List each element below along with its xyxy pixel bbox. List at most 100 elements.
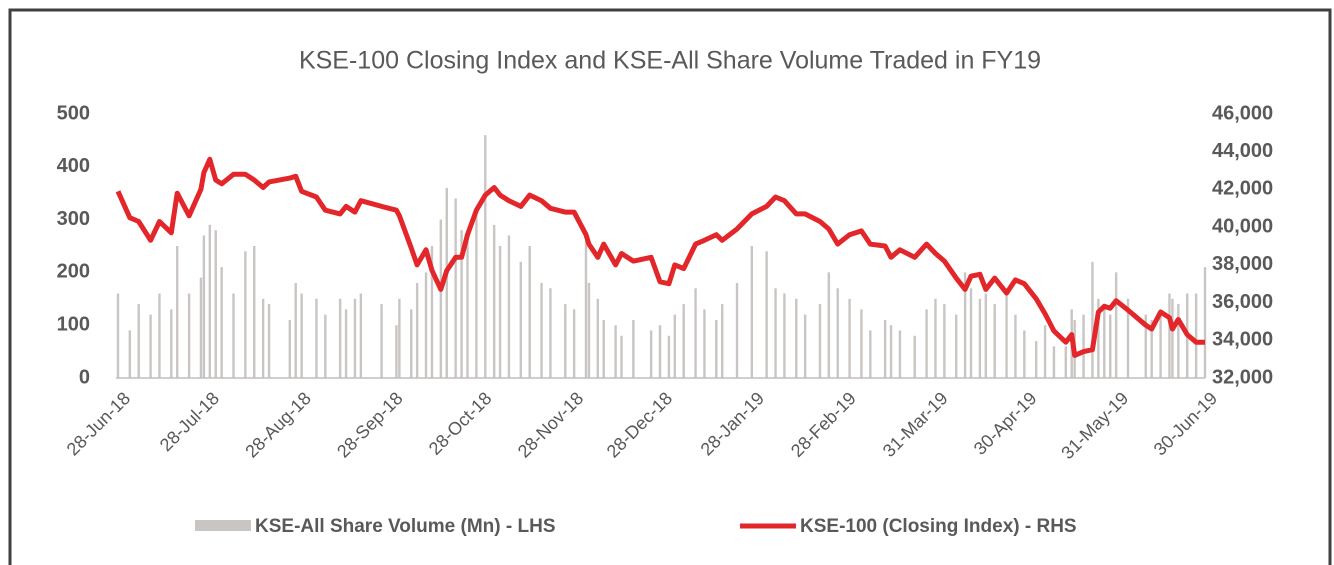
bar [116, 293, 120, 378]
y-tick-label: 200 [57, 261, 90, 283]
bar [978, 298, 982, 378]
x-tick-label: 28-Oct-18 [425, 388, 496, 459]
bar [943, 304, 946, 378]
bar [528, 246, 531, 378]
bar [445, 187, 448, 378]
bar [889, 325, 893, 378]
y2-tick-label: 40,000 [1212, 215, 1273, 237]
bar [587, 282, 591, 378]
bar [232, 293, 235, 378]
bar [993, 304, 996, 378]
bar [1097, 298, 1100, 378]
bar [783, 293, 786, 378]
frame [8, 8, 1332, 565]
y-tick-label: 400 [57, 155, 90, 177]
bar [969, 288, 973, 378]
bar [549, 288, 552, 378]
bar [439, 219, 443, 378]
bar [682, 304, 685, 378]
bar [1052, 346, 1056, 378]
bar [1064, 346, 1067, 378]
bar [454, 198, 457, 378]
bar [398, 298, 401, 378]
index-line [115, 156, 1205, 358]
y-tick-label: 300 [57, 208, 90, 230]
bar [869, 330, 872, 378]
bar [1203, 267, 1207, 378]
y2-tick-label: 36,000 [1212, 291, 1273, 313]
bar [774, 288, 777, 378]
bar [1126, 298, 1130, 378]
bar [220, 267, 223, 378]
bar [1005, 288, 1008, 378]
bar [208, 224, 212, 378]
bar [564, 304, 567, 378]
x-tick-label: 28-Jan-19 [697, 388, 768, 459]
bar [735, 282, 739, 378]
bar [1177, 304, 1180, 378]
bar [649, 330, 653, 378]
bar [214, 230, 217, 378]
bar [176, 246, 179, 378]
bar [795, 298, 798, 378]
y2-tick-label: 32,000 [1212, 366, 1273, 388]
y2-tick-label: 46,000 [1212, 102, 1273, 124]
bar [359, 293, 363, 378]
bar [765, 251, 768, 378]
bar [519, 261, 523, 378]
bar [202, 235, 206, 378]
bar [614, 325, 617, 378]
bar [836, 288, 839, 378]
bar [1114, 272, 1118, 378]
x-tick-label: 31-May-19 [1057, 388, 1132, 463]
bar [827, 272, 831, 378]
x-tick-label: 30-Jun-19 [1150, 388, 1221, 459]
bar [253, 246, 256, 378]
bar [353, 298, 357, 378]
bar [187, 293, 191, 378]
y2-tick-label: 44,000 [1212, 140, 1273, 162]
bar [1168, 293, 1171, 378]
bar [848, 298, 851, 378]
bar [667, 335, 671, 378]
x-tick-label: 28-Feb-19 [787, 388, 860, 461]
bar [721, 304, 724, 378]
bar [632, 319, 635, 378]
x-tick-label: 28-Sep-18 [333, 388, 407, 462]
bar [170, 309, 173, 378]
bar [658, 325, 662, 378]
bar [1150, 319, 1153, 378]
bar [460, 230, 463, 378]
bar [1103, 309, 1106, 378]
bar [1082, 314, 1085, 378]
bar [267, 304, 271, 378]
x-tick-label: 28-Dec-18 [603, 388, 677, 462]
chart-title: KSE-100 Closing Index and KSE-All Share … [299, 47, 1041, 75]
bar [288, 319, 291, 378]
bar [596, 298, 600, 378]
bar [261, 298, 265, 378]
y2-tick-label: 38,000 [1212, 253, 1273, 275]
bar [380, 304, 383, 378]
bar [466, 240, 469, 378]
bar [395, 325, 398, 378]
bar [137, 304, 140, 378]
bar [925, 309, 928, 378]
bar [1043, 325, 1047, 378]
bar [1109, 314, 1112, 378]
bar [1144, 314, 1147, 378]
bar [1023, 330, 1026, 378]
bar [128, 330, 132, 378]
bar [984, 293, 988, 378]
bar [410, 309, 413, 378]
legend-label: KSE-All Share Volume (Mn) - LHS [255, 516, 556, 537]
bar [694, 288, 697, 378]
bar [484, 135, 487, 378]
bar [620, 335, 623, 378]
bar [498, 246, 502, 378]
bar [415, 282, 419, 378]
bar [803, 314, 807, 378]
bar [300, 293, 303, 378]
bar [1034, 341, 1038, 378]
